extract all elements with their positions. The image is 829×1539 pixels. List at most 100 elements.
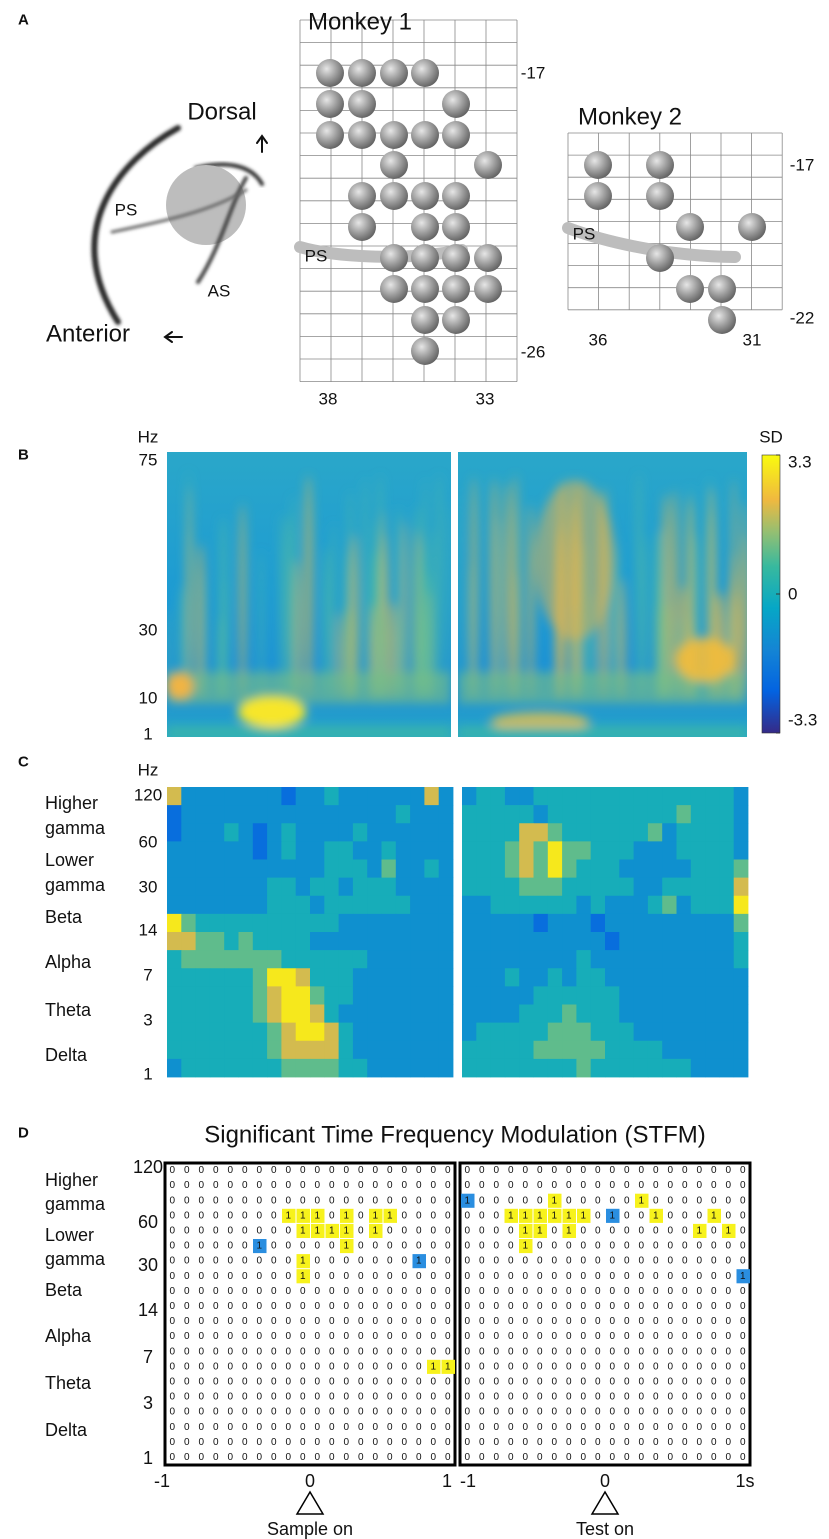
cell-value: 0 (464, 1210, 470, 1221)
heatmap-cell (195, 823, 211, 842)
cell-value: 0 (343, 1301, 349, 1312)
cell-value: 0 (551, 1271, 557, 1282)
cell-value: 0 (401, 1331, 407, 1342)
cell-value: 0 (416, 1241, 422, 1252)
cell-value: 0 (314, 1301, 320, 1312)
cell-value: 0 (213, 1407, 219, 1418)
cell-value: 0 (329, 1180, 335, 1191)
cell-value: 0 (343, 1376, 349, 1387)
cell-value: 0 (372, 1422, 378, 1433)
heatmap-cell (352, 859, 368, 879)
cell-value: 0 (242, 1376, 248, 1387)
heatmap-cell (719, 932, 735, 951)
cell-value: 0 (242, 1286, 248, 1297)
heatmap-cell (195, 859, 211, 879)
heatmap-cell (209, 1040, 225, 1060)
y-tick-label: 14 (138, 1300, 158, 1320)
heatmap-cell (605, 913, 620, 933)
heatmap-cell (519, 877, 534, 897)
texture (741, 500, 747, 700)
cell-value: 0 (198, 1271, 204, 1282)
cell-value: 0 (464, 1316, 470, 1327)
heatmap-cell (619, 968, 634, 987)
significant-cell (577, 1208, 591, 1223)
cell-value: 0 (522, 1346, 528, 1357)
heatmap-cell (352, 1004, 368, 1024)
cell-value: 0 (595, 1165, 601, 1176)
heatmap-cell (281, 787, 297, 806)
cell-value: 0 (358, 1376, 364, 1387)
heatmap-cell (519, 823, 534, 842)
heatmap-cell (619, 1058, 634, 1078)
heatmap-cell (647, 1040, 663, 1060)
heatmap-cell (252, 841, 268, 860)
heatmap-cell (410, 1022, 425, 1042)
heatmap-cell (576, 787, 592, 806)
recording-site (646, 182, 674, 210)
cell-value: 0 (401, 1180, 407, 1191)
cell-value: 0 (740, 1346, 746, 1357)
cell-value: 0 (493, 1241, 499, 1252)
cell-value: 0 (537, 1165, 543, 1176)
cell-value: 0 (227, 1301, 233, 1312)
heatmap-cell (733, 1040, 749, 1060)
cell-value: 0 (430, 1346, 436, 1357)
cell-value: 0 (740, 1437, 746, 1448)
cell-value: 0 (184, 1195, 190, 1206)
cell-value: 0 (358, 1422, 364, 1433)
cell-value: 0 (740, 1452, 746, 1463)
heatmap-cell (410, 859, 425, 879)
cell-value: 0 (271, 1165, 277, 1176)
cell-value: 0 (725, 1361, 731, 1372)
heatmap-cell (209, 986, 225, 1005)
heatmap-cell (224, 895, 239, 915)
cell-value: 0 (464, 1346, 470, 1357)
cell-value: 0 (711, 1180, 717, 1191)
cell-value: 0 (314, 1256, 320, 1267)
cell-value: 0 (566, 1241, 572, 1252)
heatmap-cell (310, 787, 325, 806)
heatmap-cell (590, 968, 606, 987)
heatmap-cell (590, 1004, 606, 1024)
y-tick-label: 30 (139, 621, 158, 640)
cell-value: 0 (464, 1452, 470, 1463)
cell-value: 0 (696, 1210, 702, 1221)
heatmap-cell (690, 1022, 706, 1042)
recording-site (676, 275, 704, 303)
heatmap-cell (462, 1058, 477, 1078)
heatmap-cell (209, 968, 225, 987)
cell-value: 0 (256, 1331, 262, 1342)
texture (187, 486, 192, 700)
heatmap-cell (676, 805, 692, 824)
cell-value: 0 (580, 1256, 586, 1267)
heatmap-cell (252, 805, 268, 824)
heatmap-cell (733, 932, 749, 951)
heatmap-cell (562, 1004, 577, 1024)
heatmap-cell (462, 932, 477, 951)
cell-value: 0 (624, 1346, 630, 1357)
cell-value: 0 (285, 1407, 291, 1418)
cell-value: 0 (184, 1316, 190, 1327)
heatmap-cell (367, 913, 382, 933)
cell-value: 0 (537, 1301, 543, 1312)
cell-value: 0 (169, 1180, 175, 1191)
cell-value: 0 (508, 1392, 514, 1403)
cell-value: 0 (537, 1437, 543, 1448)
cell-value: 0 (430, 1195, 436, 1206)
cell-value: 0 (682, 1452, 688, 1463)
cell-value: 0 (387, 1286, 393, 1297)
recording-site (380, 121, 408, 149)
heatmap-cell (476, 968, 491, 987)
cell-value: 0 (387, 1165, 393, 1176)
heatmap-cell (267, 823, 282, 842)
y-tick-label: 1 (143, 1065, 152, 1084)
heatmap-cell (367, 1022, 382, 1042)
heatmap-cell (519, 859, 534, 879)
heatmap-cell (562, 805, 577, 824)
cell-value: 0 (314, 1316, 320, 1327)
heatmap-cell (633, 950, 649, 969)
y-tick-label: 7 (143, 966, 152, 985)
cell-value: 0 (300, 1437, 306, 1448)
heatmap-cell (438, 950, 454, 969)
cell-value: 0 (725, 1256, 731, 1267)
